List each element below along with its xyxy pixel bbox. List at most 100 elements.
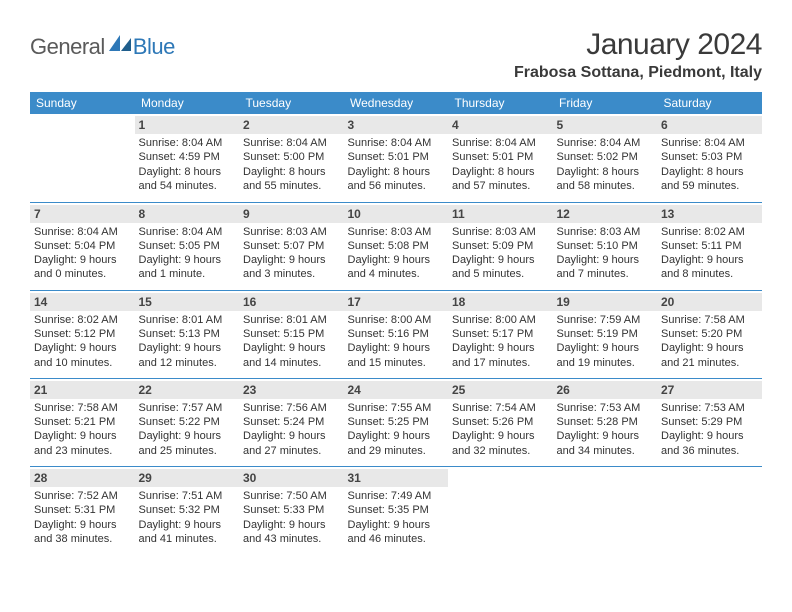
calendar-cell: 5Sunrise: 8:04 AMSunset: 5:02 PMDaylight… <box>553 114 658 202</box>
day-number: 31 <box>344 469 449 487</box>
day-details: Sunrise: 8:03 AMSunset: 5:09 PMDaylight:… <box>452 225 549 282</box>
calendar-cell: 3Sunrise: 8:04 AMSunset: 5:01 PMDaylight… <box>344 114 449 202</box>
daylight-text: Daylight: 9 hours and 25 minutes. <box>139 429 236 458</box>
sunrise-text: Sunrise: 8:01 AM <box>139 313 236 327</box>
daylight-text: Daylight: 9 hours and 34 minutes. <box>557 429 654 458</box>
day-number: 21 <box>30 381 135 399</box>
sunset-text: Sunset: 5:20 PM <box>661 327 758 341</box>
calendar-cell: 9Sunrise: 8:03 AMSunset: 5:07 PMDaylight… <box>239 202 344 290</box>
sunset-text: Sunset: 5:19 PM <box>557 327 654 341</box>
day-details: Sunrise: 8:01 AMSunset: 5:15 PMDaylight:… <box>243 313 340 370</box>
daylight-text: Daylight: 9 hours and 1 minute. <box>139 253 236 282</box>
sunset-text: Sunset: 5:33 PM <box>243 503 340 517</box>
daylight-text: Daylight: 8 hours and 55 minutes. <box>243 165 340 194</box>
day-details: Sunrise: 8:04 AMSunset: 5:03 PMDaylight:… <box>661 136 758 193</box>
day-details: Sunrise: 8:04 AMSunset: 5:04 PMDaylight:… <box>34 225 131 282</box>
month-title: January 2024 <box>514 28 762 62</box>
calendar-cell: 31 Sunrise: 7:49 AMSunset: 5:35 PMDayligh… <box>344 467 449 555</box>
day-number: 19 <box>553 293 658 311</box>
daylight-text: Daylight: 9 hours and 3 minutes. <box>243 253 340 282</box>
day-details: Sunrise: 8:03 AMSunset: 5:08 PMDaylight:… <box>348 225 445 282</box>
day-details: Sunrise: 7:49 AMSunset: 5:35 PMDaylight:… <box>348 489 445 546</box>
sunset-text: Sunset: 5:05 PM <box>139 239 236 253</box>
sunrise-text: Sunrise: 8:02 AM <box>34 313 131 327</box>
daylight-text: Daylight: 9 hours and 19 minutes. <box>557 341 654 370</box>
sunrise-text: Sunrise: 8:04 AM <box>243 136 340 150</box>
daylight-text: Daylight: 9 hours and 17 minutes. <box>452 341 549 370</box>
sunrise-text: Sunrise: 7:53 AM <box>661 401 758 415</box>
sunrise-text: Sunrise: 8:03 AM <box>557 225 654 239</box>
sunrise-text: Sunrise: 7:49 AM <box>348 489 445 503</box>
day-number: 9 <box>239 205 344 223</box>
calendar-cell: 8 Sunrise: 8:04 AMSunset: 5:05 PMDaylight… <box>135 202 240 290</box>
sunrise-text: Sunrise: 7:58 AM <box>34 401 131 415</box>
day-number: 1 <box>135 116 240 134</box>
calendar-cell: 25 Sunrise: 7:54 AMSunset: 5:26 PMDayligh… <box>448 378 553 466</box>
sunrise-text: Sunrise: 7:54 AM <box>452 401 549 415</box>
day-number: 13 <box>657 205 762 223</box>
day-header: Monday <box>135 92 240 114</box>
day-number: 10 <box>344 205 449 223</box>
daylight-text: Daylight: 9 hours and 4 minutes. <box>348 253 445 282</box>
sunset-text: Sunset: 5:12 PM <box>34 327 131 341</box>
daylight-text: Daylight: 8 hours and 59 minutes. <box>661 165 758 194</box>
day-header: Wednesday <box>344 92 449 114</box>
calendar-cell: 29 Sunrise: 7:51 AMSunset: 5:32 PMDayligh… <box>135 467 240 555</box>
day-number: 16 <box>239 293 344 311</box>
sunset-text: Sunset: 5:01 PM <box>452 150 549 164</box>
day-details: Sunrise: 7:56 AMSunset: 5:24 PMDaylight:… <box>243 401 340 458</box>
sunrise-text: Sunrise: 8:04 AM <box>557 136 654 150</box>
day-number: 4 <box>448 116 553 134</box>
calendar-cell: 4Sunrise: 8:04 AMSunset: 5:01 PMDaylight… <box>448 114 553 202</box>
sunrise-text: Sunrise: 8:04 AM <box>452 136 549 150</box>
day-number: 11 <box>448 205 553 223</box>
day-details: Sunrise: 7:52 AMSunset: 5:31 PMDaylight:… <box>34 489 131 546</box>
sunrise-text: Sunrise: 7:53 AM <box>557 401 654 415</box>
calendar-row: 28Sunrise: 7:52 AMSunset: 5:31 PMDayligh… <box>30 467 762 555</box>
calendar-cell: 22Sunrise: 7:57 AMSunset: 5:22 PMDayligh… <box>135 378 240 466</box>
day-number: 7 <box>30 205 135 223</box>
daylight-text: Daylight: 8 hours and 58 minutes. <box>557 165 654 194</box>
day-number: 6 <box>657 116 762 134</box>
title-block: January 2024 Frabosa Sottana, Piedmont, … <box>514 28 762 82</box>
day-details: Sunrise: 7:59 AMSunset: 5:19 PMDaylight:… <box>557 313 654 370</box>
day-header: Sunday <box>30 92 135 114</box>
day-number: 14 <box>30 293 135 311</box>
day-details: Sunrise: 8:00 AMSunset: 5:17 PMDaylight:… <box>452 313 549 370</box>
day-number: 23 <box>239 381 344 399</box>
sunrise-text: Sunrise: 8:04 AM <box>661 136 758 150</box>
day-number: 5 <box>553 116 658 134</box>
calendar-cell: 14Sunrise: 8:02 AMSunset: 5:12 PMDayligh… <box>30 290 135 378</box>
daylight-text: Daylight: 9 hours and 7 minutes. <box>557 253 654 282</box>
calendar-cell: 30Sunrise: 7:50 AMSunset: 5:33 PMDayligh… <box>239 467 344 555</box>
day-details: Sunrise: 8:04 AMSunset: 5:05 PMDaylight:… <box>139 225 236 282</box>
sunrise-text: Sunrise: 8:03 AM <box>243 225 340 239</box>
day-number: 8 <box>135 205 240 223</box>
day-details: Sunrise: 7:53 AMSunset: 5:29 PMDaylight:… <box>661 401 758 458</box>
day-number: 25 <box>448 381 553 399</box>
sunrise-text: Sunrise: 8:04 AM <box>34 225 131 239</box>
day-details: Sunrise: 7:54 AMSunset: 5:26 PMDaylight:… <box>452 401 549 458</box>
day-header: Tuesday <box>239 92 344 114</box>
sunset-text: Sunset: 5:17 PM <box>452 327 549 341</box>
header: General Blue January 2024 Frabosa Sottan… <box>30 28 762 82</box>
logo-sail-icon <box>109 35 131 51</box>
day-details: Sunrise: 7:51 AMSunset: 5:32 PMDaylight:… <box>139 489 236 546</box>
sunset-text: Sunset: 5:25 PM <box>348 415 445 429</box>
day-number: 12 <box>553 205 658 223</box>
calendar-cell: 27Sunrise: 7:53 AMSunset: 5:29 PMDayligh… <box>657 378 762 466</box>
day-number: 15 <box>135 293 240 311</box>
day-details: Sunrise: 8:00 AMSunset: 5:16 PMDaylight:… <box>348 313 445 370</box>
calendar-row: 21Sunrise: 7:58 AMSunset: 5:21 PMDayligh… <box>30 378 762 466</box>
sunrise-text: Sunrise: 7:58 AM <box>661 313 758 327</box>
day-number: 30 <box>239 469 344 487</box>
sunset-text: Sunset: 5:01 PM <box>348 150 445 164</box>
calendar-cell: 15Sunrise: 8:01 AMSunset: 5:13 PMDayligh… <box>135 290 240 378</box>
day-number: 29 <box>135 469 240 487</box>
sunrise-text: Sunrise: 8:03 AM <box>452 225 549 239</box>
calendar-cell: 26Sunrise: 7:53 AMSunset: 5:28 PMDayligh… <box>553 378 658 466</box>
sunset-text: Sunset: 5:09 PM <box>452 239 549 253</box>
calendar-row: 1Sunrise: 8:04 AMSunset: 4:59 PMDaylight… <box>30 114 762 202</box>
sunset-text: Sunset: 5:00 PM <box>243 150 340 164</box>
logo-text-blue: Blue <box>133 34 175 60</box>
